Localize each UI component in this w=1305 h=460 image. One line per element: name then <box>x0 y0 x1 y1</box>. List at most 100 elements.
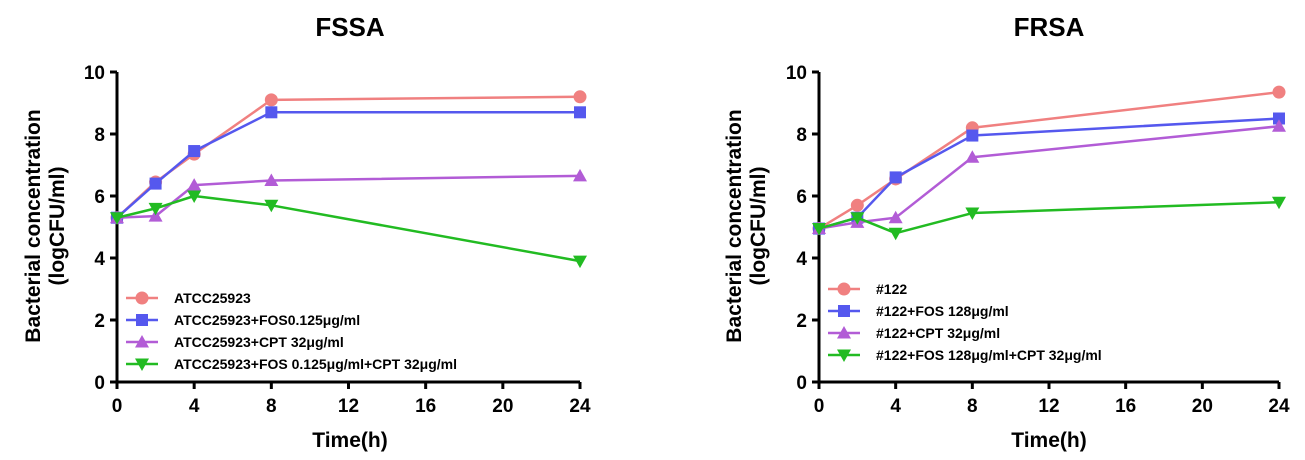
x-tick-label: 12 <box>338 396 359 417</box>
legend-marker <box>837 282 851 296</box>
series-line <box>116 194 581 263</box>
series-line <box>818 90 1280 230</box>
chart-panel-frsa: FRSA Bacterial concentration (logCFU/ml)… <box>723 12 1290 452</box>
y-tick-label: 10 <box>786 63 807 84</box>
data-point <box>966 129 979 142</box>
data-point <box>812 223 826 236</box>
data-point <box>1272 85 1286 99</box>
legend-label: #122+CPT 32μg/ml <box>876 325 1000 341</box>
x-tick-label: 8 <box>266 396 277 417</box>
x-axis-label: Time(h) <box>1011 429 1086 452</box>
data-point <box>1272 119 1286 132</box>
y-axis-label-line-2: (logCFU/ml) <box>747 167 770 286</box>
x-tick-label: 4 <box>189 396 200 417</box>
legend-item: #122+FOS 128μg/ml+CPT 32μg/ml <box>828 347 1102 363</box>
data-point <box>187 190 202 203</box>
legend-marker <box>135 291 149 305</box>
legend-label: ATCC25923 <box>174 290 251 306</box>
legend: ATCC25923 ATCC25923+FOS0.125μg/ml ATCC2592… <box>126 290 457 372</box>
legend-item: #122+CPT 32μg/ml <box>828 325 1000 341</box>
x-tick-label: 16 <box>415 396 436 417</box>
legend-item: #122 <box>828 281 907 297</box>
data-point <box>888 227 903 241</box>
legend-marker <box>837 326 851 339</box>
series-line <box>818 125 1280 230</box>
legend-label: ATCC25923+FOS 0.125μg/ml+CPT 32μg/ml <box>174 356 457 372</box>
series-1 <box>110 90 587 225</box>
y-tick-label: 8 <box>94 125 105 146</box>
legend-item: #122+FOS 128μg/ml <box>828 303 1009 319</box>
y-axis-label-line-1: Bacterial concentration <box>723 109 746 342</box>
series-2 <box>813 112 1285 235</box>
data-point <box>149 177 162 190</box>
data-point <box>889 171 902 184</box>
y-axis-label-line-1: Bacterial concentration <box>22 109 45 342</box>
data-point <box>965 207 980 221</box>
legend-label: #122+FOS 128μg/ml <box>876 303 1009 319</box>
legend: #122 #122+FOS 128μg/ml #122+CPT 32μg/ml #12… <box>828 281 1102 363</box>
x-tick-label: 8 <box>967 396 978 417</box>
y-tick-label: 0 <box>796 373 807 394</box>
data-point <box>264 173 279 186</box>
data-point <box>850 198 864 212</box>
data-point <box>1273 112 1285 125</box>
series-1 <box>812 85 1286 236</box>
x-tick-label: 20 <box>1192 396 1213 417</box>
legend-label: ATCC25923+CPT 32μg/ml <box>174 334 344 350</box>
x-axis-label: Time(h) <box>312 429 387 452</box>
x-tick-label: 0 <box>814 396 825 417</box>
data-point <box>573 90 587 104</box>
series-line <box>116 111 580 219</box>
data-point <box>264 93 278 107</box>
series-line <box>818 117 1280 230</box>
x-tick-label: 0 <box>112 396 123 417</box>
series-4 <box>110 190 587 269</box>
legend-label: #122+FOS 128μg/ml+CPT 32μg/ml <box>876 347 1102 363</box>
series-line <box>116 174 581 219</box>
data-point <box>148 202 163 216</box>
data-point <box>187 178 202 191</box>
legend-marker <box>135 335 149 348</box>
data-point <box>888 210 903 224</box>
chart-title: FSSA <box>315 12 385 42</box>
y-tick-label: 0 <box>94 373 105 394</box>
series-3 <box>812 119 1286 235</box>
series-4 <box>812 196 1286 241</box>
x-tick-label: 4 <box>890 396 901 417</box>
y-tick-label: 6 <box>796 187 807 208</box>
data-point <box>265 106 278 119</box>
data-point <box>110 212 124 225</box>
legend-item: ATCC25923+FOS 0.125μg/ml+CPT 32μg/ml <box>126 356 457 372</box>
y-axis-label-line-2: (logCFU/ml) <box>46 167 69 286</box>
legend-item: ATCC25923+CPT 32μg/ml <box>126 334 344 350</box>
y-tick-label: 2 <box>94 311 105 332</box>
data-point <box>574 106 586 119</box>
x-tick-label: 20 <box>492 396 513 417</box>
legend-label: #122 <box>876 281 907 297</box>
legend-label: ATCC25923+FOS0.125μg/ml <box>174 312 360 328</box>
data-point <box>965 150 980 163</box>
y-tick-label: 4 <box>796 249 807 270</box>
legend-item: ATCC25923 <box>126 290 251 306</box>
chart-title: FRSA <box>1014 12 1085 42</box>
chart-panel-fssa: FSSA Bacterial concentration (logCFU/ml)… <box>22 12 591 452</box>
y-tick-label: 4 <box>94 249 105 270</box>
legend-marker <box>136 314 148 326</box>
legend-item: ATCC25923+FOS0.125μg/ml <box>126 312 360 328</box>
legend-marker <box>838 305 850 317</box>
legend-marker <box>837 349 851 362</box>
data-point <box>1272 196 1286 210</box>
y-tick-label: 6 <box>94 187 105 208</box>
legend-marker <box>135 358 149 371</box>
series-3 <box>110 168 587 224</box>
y-tick-label: 10 <box>84 63 105 84</box>
y-tick-label: 2 <box>796 311 807 332</box>
data-point <box>850 212 865 225</box>
x-tick-label: 24 <box>569 396 591 417</box>
series-2 <box>111 106 586 224</box>
x-tick-label: 16 <box>1115 396 1136 417</box>
y-tick-label: 8 <box>796 125 807 146</box>
x-tick-label: 12 <box>1038 396 1059 417</box>
